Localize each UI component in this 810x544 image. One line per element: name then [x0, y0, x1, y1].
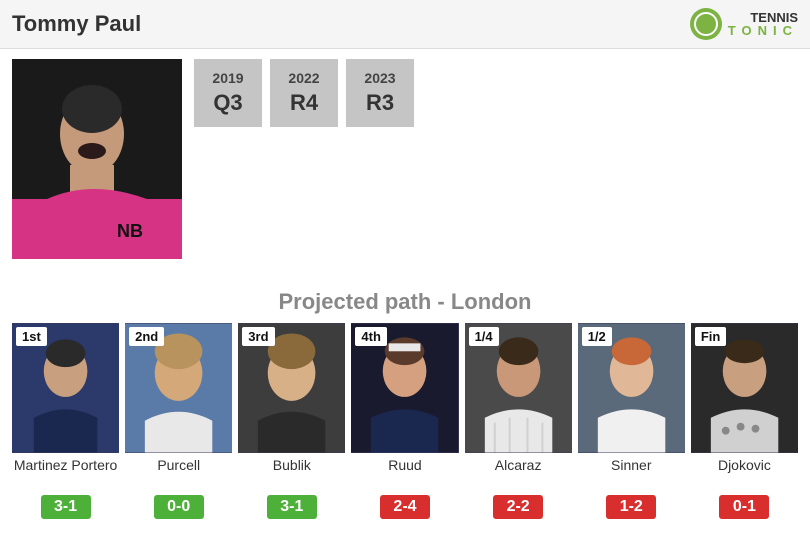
h2h-record: 2-2	[493, 495, 543, 519]
svg-text:NB: NB	[117, 221, 143, 241]
path-item: 1st Martinez Portero 3-1	[12, 323, 119, 519]
history-tile: 2022 R4	[270, 59, 338, 127]
path-item: 4th Ruud 2-4	[351, 323, 458, 519]
history-year: 2023	[364, 70, 395, 86]
opponent-photo: 3rd	[238, 323, 345, 453]
opponent-photo: 4th	[351, 323, 458, 453]
round-badge: 3rd	[242, 327, 274, 346]
opponent-name: Ruud	[351, 457, 458, 491]
opponent-name: Alcaraz	[465, 457, 572, 491]
history-tiles: 2019 Q3 2022 R4 2023 R3	[194, 59, 414, 259]
h2h-record: 3-1	[41, 495, 91, 519]
round-badge: 1st	[16, 327, 47, 346]
projected-path: 1st Martinez Portero 3-1 2nd Purcell 0-0…	[0, 323, 810, 531]
history-tile: 2023 R3	[346, 59, 414, 127]
round-badge: Fin	[695, 327, 727, 346]
opponent-name: Sinner	[578, 457, 685, 491]
round-badge: 1/4	[469, 327, 499, 346]
history-year: 2022	[288, 70, 319, 86]
h2h-record: 1-2	[606, 495, 656, 519]
header-bar: Tommy Paul TENNIS TONIC	[0, 0, 810, 49]
player-photo: NB	[12, 59, 182, 259]
site-logo[interactable]: TENNIS TONIC	[690, 8, 798, 40]
path-item: 1/4 Alcaraz 2-2	[465, 323, 572, 519]
path-item: 3rd Bublik 3-1	[238, 323, 345, 519]
opponent-photo: Fin	[691, 323, 798, 453]
player-name: Tommy Paul	[12, 11, 141, 37]
history-tile: 2019 Q3	[194, 59, 262, 127]
round-badge: 1/2	[582, 327, 612, 346]
history-result: R3	[366, 90, 394, 116]
tennis-ball-icon	[690, 8, 722, 40]
opponent-photo: 1/2	[578, 323, 685, 453]
history-year: 2019	[212, 70, 243, 86]
opponent-name: Bublik	[238, 457, 345, 491]
opponent-name: Purcell	[125, 457, 232, 491]
h2h-record: 2-4	[380, 495, 430, 519]
opponent-photo: 1st	[12, 323, 119, 453]
opponent-name: Martinez Portero	[12, 457, 119, 491]
logo-text: TENNIS TONIC	[728, 11, 798, 37]
path-item: 1/2 Sinner 1-2	[578, 323, 685, 519]
path-item: Fin Djokovic 0-1	[691, 323, 798, 519]
projected-path-label: Projected path - London	[0, 289, 810, 315]
opponent-name: Djokovic	[691, 457, 798, 491]
top-section: NB 2019 Q3 2022 R4 2023 R3	[0, 49, 810, 259]
opponent-photo: 2nd	[125, 323, 232, 453]
round-badge: 2nd	[129, 327, 164, 346]
history-result: R4	[290, 90, 318, 116]
history-result: Q3	[213, 90, 242, 116]
h2h-record: 3-1	[267, 495, 317, 519]
opponent-photo: 1/4	[465, 323, 572, 453]
round-badge: 4th	[355, 327, 387, 346]
h2h-record: 0-1	[719, 495, 769, 519]
h2h-record: 0-0	[154, 495, 204, 519]
logo-text-bottom: TONIC	[728, 24, 798, 37]
path-item: 2nd Purcell 0-0	[125, 323, 232, 519]
